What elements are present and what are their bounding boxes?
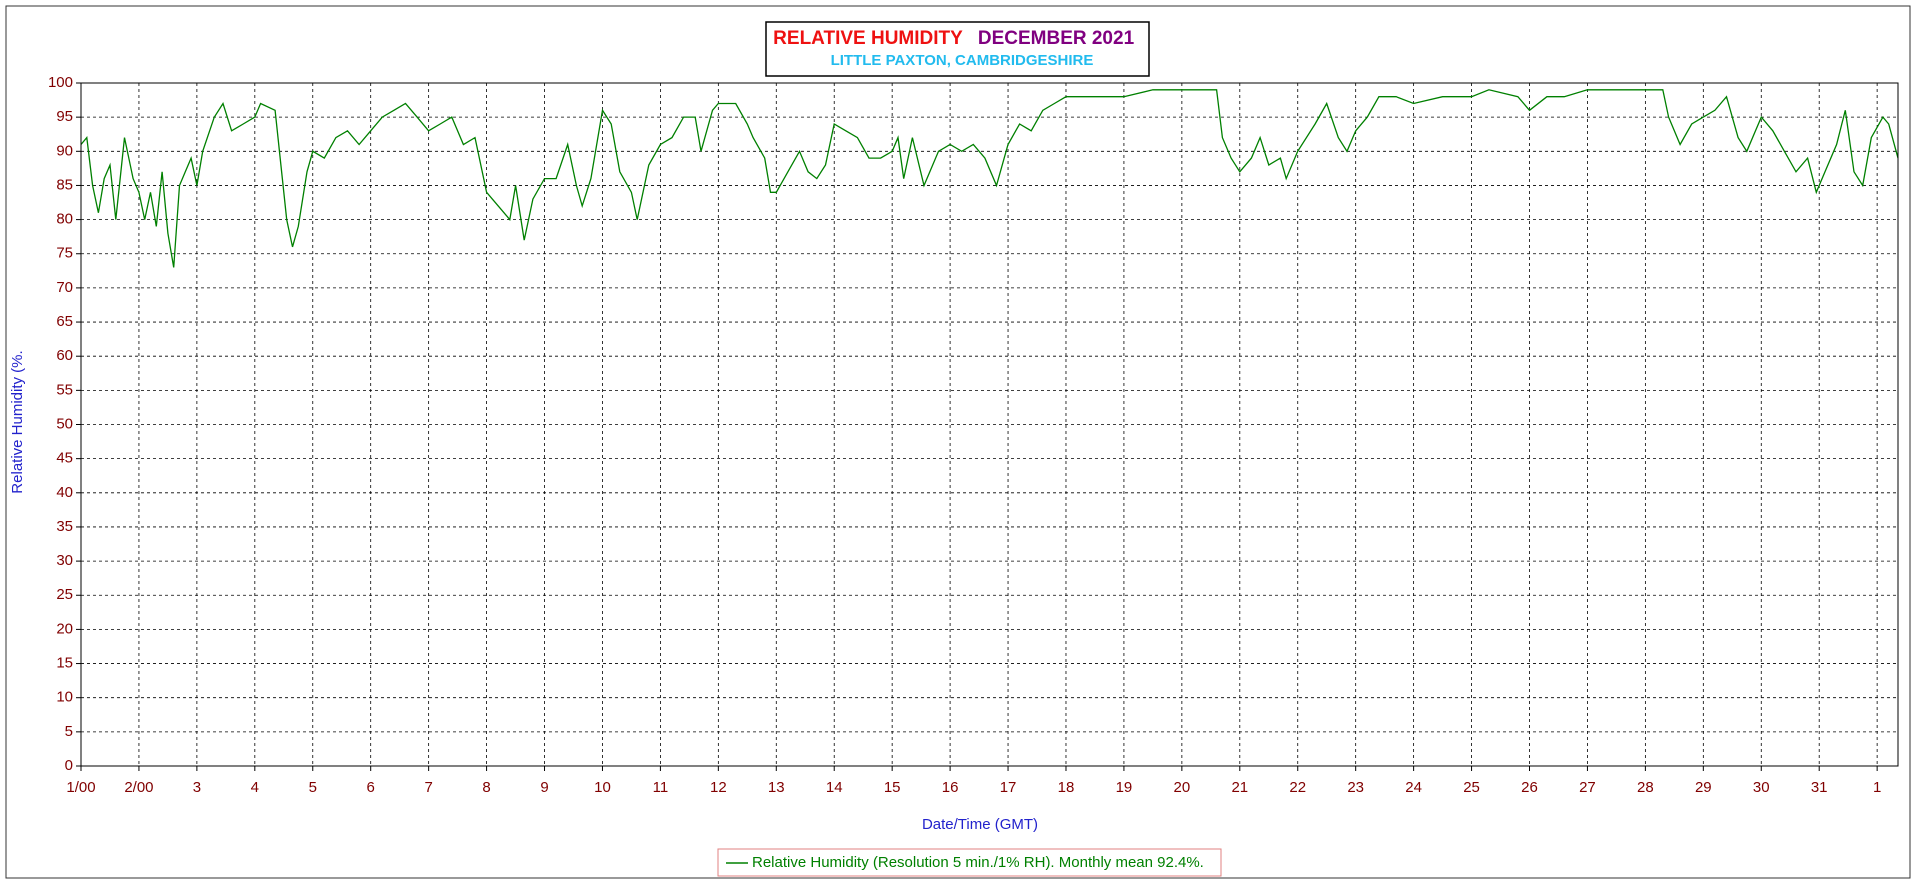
legend-label: Relative Humidity (Resolution 5 min./1% … — [752, 854, 1204, 871]
chart-subtitle: LITTLE PAXTON, CAMBRIDGESHIRE — [831, 52, 1094, 69]
x-tick-label: 13 — [768, 779, 785, 796]
y-tick-label: 0 — [65, 757, 73, 774]
y-tick-label: 65 — [56, 313, 73, 330]
plot-border — [80, 82, 1899, 767]
y-tick-label: 20 — [56, 620, 73, 637]
y-tick-label: 100 — [48, 74, 73, 91]
x-tick-label: 31 — [1811, 779, 1828, 796]
x-tick-label: 12 — [710, 779, 727, 796]
y-tick-label: 75 — [56, 245, 73, 262]
x-tick-label: 21 — [1231, 779, 1248, 796]
x-tick-label: 5 — [309, 779, 317, 796]
y-tick-label: 45 — [56, 450, 73, 467]
y-tick-label: 80 — [56, 211, 73, 228]
x-tick-label: 30 — [1753, 779, 1770, 796]
x-tick-label: 1 — [1873, 779, 1881, 796]
x-tick-label: 24 — [1405, 779, 1422, 796]
y-tick-label: 50 — [56, 415, 73, 432]
x-tick-label: 6 — [367, 779, 375, 796]
y-tick-label: 5 — [65, 723, 73, 740]
y-tick-label: 70 — [56, 279, 73, 296]
y-tick-label: 30 — [56, 552, 73, 569]
y-axis-label: Relative Humidity (%. — [9, 350, 26, 493]
y-tick-label: 10 — [56, 689, 73, 706]
x-tick-label: 16 — [942, 779, 959, 796]
x-tick-label: 26 — [1521, 779, 1538, 796]
title-box — [765, 21, 1150, 77]
x-tick-label: 11 — [653, 779, 669, 796]
chart-title: RELATIVE HUMIDITY — [773, 28, 963, 49]
x-axis-label: Date/Time (GMT) — [922, 816, 1038, 833]
x-tick-label: 29 — [1695, 779, 1712, 796]
y-tick-label: 35 — [56, 518, 73, 535]
x-tick-label: 15 — [884, 779, 901, 796]
x-tick-label: 19 — [1116, 779, 1133, 796]
y-tick-label: 85 — [56, 176, 73, 193]
legend — [717, 848, 1222, 877]
x-tick-label: 4 — [251, 779, 259, 796]
x-tick-label: 17 — [1000, 779, 1017, 796]
y-tick-label: 60 — [56, 347, 73, 364]
y-tick-label: 95 — [56, 108, 73, 125]
x-tick-label: 7 — [424, 779, 432, 796]
x-tick-label: 20 — [1174, 779, 1191, 796]
x-tick-label: 25 — [1463, 779, 1480, 796]
y-tick-label: 90 — [56, 142, 73, 159]
x-tick-label: 2/00 — [124, 779, 153, 796]
y-tick-label: 25 — [56, 586, 73, 603]
y-tick-label: 55 — [56, 381, 73, 398]
x-tick-label: 22 — [1289, 779, 1306, 796]
x-tick-label: 14 — [826, 779, 843, 796]
x-tick-label: 10 — [594, 779, 611, 796]
x-tick-label: 18 — [1058, 779, 1075, 796]
y-tick-label: 15 — [56, 655, 73, 672]
x-tick-label: 9 — [540, 779, 548, 796]
x-tick-label: 28 — [1637, 779, 1654, 796]
y-tick-label: 40 — [56, 484, 73, 501]
chart-date: DECEMBER 2021 — [978, 28, 1135, 49]
x-tick-label: 23 — [1347, 779, 1364, 796]
x-tick-label: 27 — [1579, 779, 1596, 796]
x-tick-label: 1/00 — [66, 779, 95, 796]
x-tick-label: 8 — [482, 779, 490, 796]
x-tick-label: 3 — [193, 779, 201, 796]
data-line — [80, 89, 1899, 268]
